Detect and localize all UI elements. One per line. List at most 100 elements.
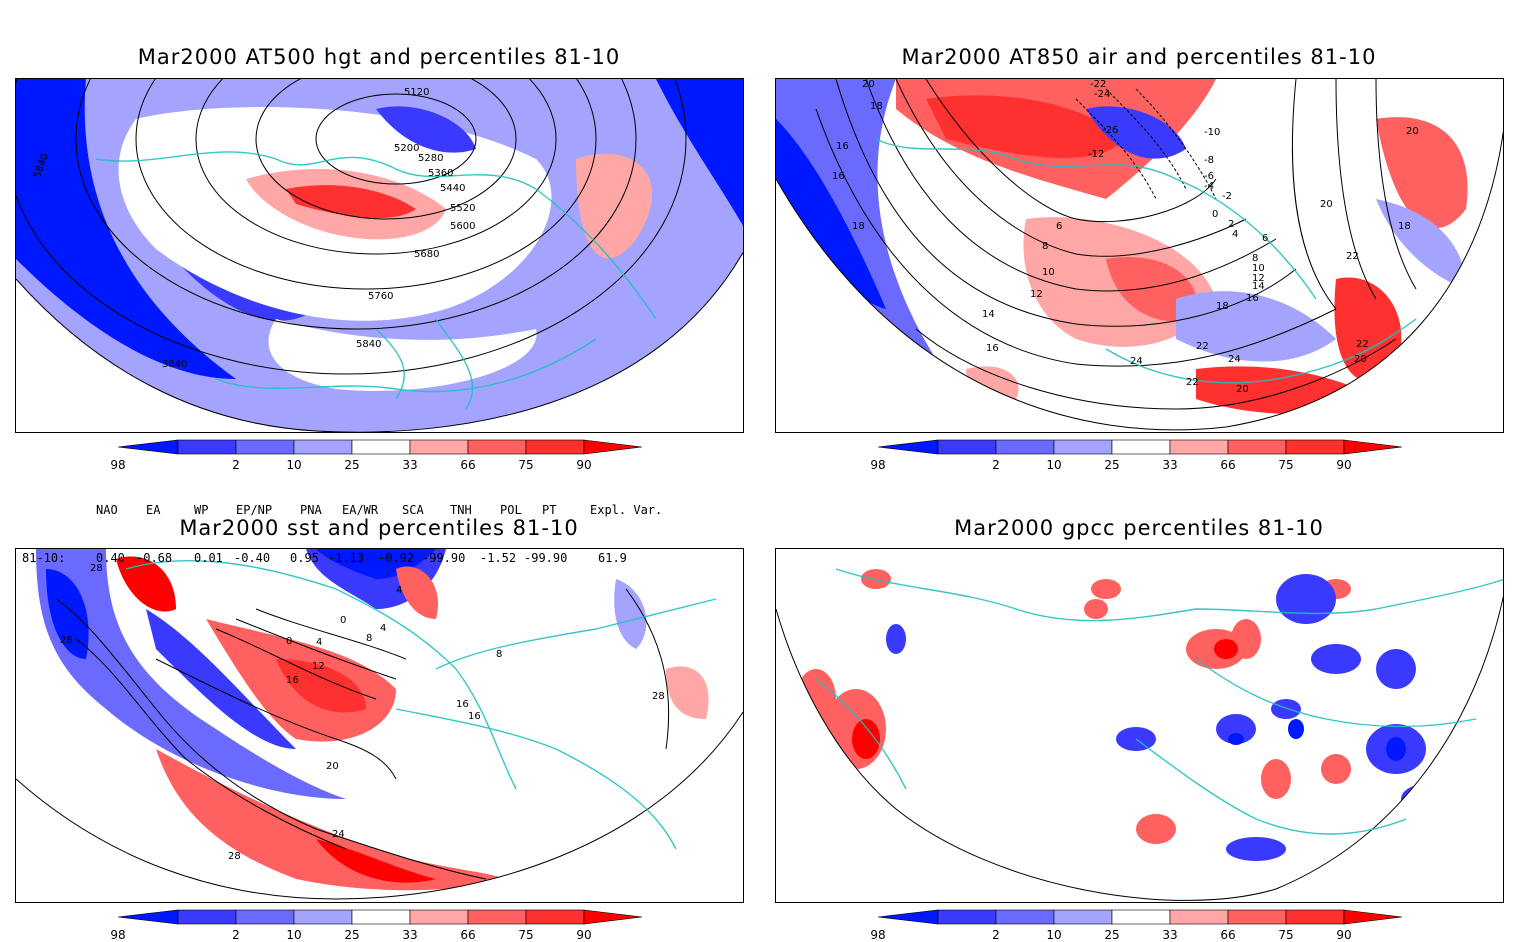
colorbar-swatch	[583, 909, 643, 925]
colorbar-tick-label: 10	[286, 458, 302, 472]
index-header: SCA	[402, 503, 424, 517]
contour-label: 5840	[356, 339, 381, 350]
colorbar-swatches	[877, 439, 1403, 455]
contour-label: 26	[60, 635, 73, 646]
index-value: -0.68	[136, 551, 173, 565]
index-value: 0.40	[96, 551, 125, 565]
colorbar-tick-label: 10	[1046, 928, 1062, 942]
colorbar-swatches	[117, 439, 643, 455]
contour-label: 18	[1216, 301, 1229, 312]
contour-label: 5280	[418, 153, 443, 164]
colorbar-tick-label: 90	[1336, 458, 1352, 472]
colorbar-swatch	[1343, 909, 1403, 925]
contour-label: 5520	[450, 203, 475, 214]
index-value-row: 81-10: 0.40 -0.68 0.01 -0.40 0.95 -1.13 …	[22, 551, 742, 571]
colorbar-swatch	[1227, 439, 1287, 455]
colorbar-tick-label: 33	[402, 928, 418, 942]
colorbar-swatch	[995, 439, 1055, 455]
colorbar-gpcc: 2 10 25 33 66 75 90 98	[870, 909, 1403, 942]
contour-label: 2	[1228, 219, 1234, 230]
contour-label: 18	[1398, 221, 1411, 232]
colorbar-tick-label: 66	[460, 458, 476, 472]
colorbar-tick-label: 2	[992, 928, 1000, 942]
index-header: EA/WR	[342, 503, 379, 517]
map-panel-sst: 28 26 0 4 8 12 16 20 24 28 4 0 4 8 16 16…	[15, 548, 744, 903]
colorbar-tick-label: 98	[870, 458, 886, 472]
colorbar-tick-label: 2	[232, 928, 240, 942]
colorbar-swatches	[117, 909, 643, 925]
index-row-label: 81-10:	[22, 551, 66, 565]
colorbar-swatch	[1285, 439, 1345, 455]
colorbar-tick-label: 2	[232, 458, 240, 472]
map-panel-gpcc	[775, 548, 1504, 903]
colorbar-swatch	[1169, 909, 1229, 925]
contour-label: 24	[1228, 354, 1241, 365]
contour-label: 4	[380, 623, 386, 634]
colorbar-swatch	[177, 439, 237, 455]
contour-label: 14	[982, 309, 995, 320]
colorbar-tick-label: 25	[1104, 928, 1120, 942]
colorbar-swatch	[525, 439, 585, 455]
colorbar-tick-label: 10	[1046, 458, 1062, 472]
colorbar-tick-label: 66	[1220, 458, 1236, 472]
map-panel-hgt: 5120 5200 5280 5360 5440 5520 5600 5680 …	[15, 78, 744, 433]
contour-label: 12	[1252, 273, 1265, 284]
colorbar-tick-label: 98	[870, 928, 886, 942]
colorbar-swatch	[177, 909, 237, 925]
colorbar-swatch	[877, 439, 939, 455]
contour-label: 16	[986, 343, 999, 354]
colorbar-tick-label: 75	[1278, 458, 1294, 472]
colorbar-swatch	[1053, 909, 1113, 925]
contour-label: 0	[340, 615, 346, 626]
contour-label: 5120	[404, 87, 429, 98]
index-header: POL	[500, 503, 522, 517]
colorbar-tick-label: 25	[1104, 458, 1120, 472]
colorbar-swatch	[525, 909, 585, 925]
colorbar-swatch	[1111, 439, 1171, 455]
panel-title-hgt: Mar2000 AT500 hgt and percentiles 81-10	[137, 45, 621, 69]
gpcc-map-graphic	[776, 549, 1503, 901]
contour-label: 16	[1246, 293, 1259, 304]
index-value: 61.9	[598, 551, 627, 565]
contour-label: 20	[1354, 354, 1367, 365]
index-header: Expl. Var.	[590, 503, 663, 517]
colorbar-air: 2 10 25 33 66 75 90 98	[870, 439, 1403, 472]
colorbar-swatch	[293, 439, 353, 455]
index-header: WP	[194, 503, 209, 517]
contour-label: 12	[1030, 289, 1043, 300]
air-map-graphic: 20 18 16 16 18 -22 -24 -26 -12 -10 -8 -6…	[776, 79, 1503, 431]
colorbar-tick-label: 75	[518, 458, 534, 472]
panel-title-air: Mar2000 AT850 air and percentiles 81-10	[901, 45, 1377, 69]
contour-label: -22	[1090, 79, 1106, 90]
index-header-row: NAO EA WP EP/NP PNA EA/WR SCA TNH POL PT…	[22, 503, 742, 523]
contour-label: -2	[1222, 191, 1232, 202]
colorbar-hgt: 2 10 25 33 66 75 90 98	[110, 439, 643, 472]
index-header: TNH	[450, 503, 472, 517]
index-value: -99.90	[524, 551, 568, 565]
colorbar-tick-label: 25	[344, 928, 360, 942]
colorbar-swatch	[467, 909, 527, 925]
contour-label: 18	[852, 221, 865, 232]
contour-label: 12	[312, 661, 325, 672]
colorbar-swatches	[877, 909, 1403, 925]
contour-label: 0	[286, 636, 292, 647]
contour-label: 16	[468, 711, 481, 722]
index-value: -1.52	[480, 551, 517, 565]
contour-label: 14	[1252, 281, 1265, 292]
index-value: -1.13	[328, 551, 365, 565]
colorbar-swatch	[117, 909, 179, 925]
contour-label: 5440	[440, 183, 465, 194]
index-header: EP/NP	[236, 503, 273, 517]
colorbar-swatch	[937, 909, 997, 925]
colorbar-swatch	[1111, 909, 1171, 925]
contour-label: 16	[832, 171, 845, 182]
colorbar-tick-label: 66	[460, 928, 476, 942]
colorbar-swatch	[351, 909, 411, 925]
index-header: EA	[146, 503, 161, 517]
map-panel-air: 20 18 16 16 18 -22 -24 -26 -12 -10 -8 -6…	[775, 78, 1504, 433]
contour-label: 8	[1252, 253, 1258, 264]
colorbar-swatch	[937, 439, 997, 455]
colorbar-swatch	[583, 439, 643, 455]
contour-label: -12	[1088, 149, 1104, 160]
colorbar-tick-label: 10	[286, 928, 302, 942]
